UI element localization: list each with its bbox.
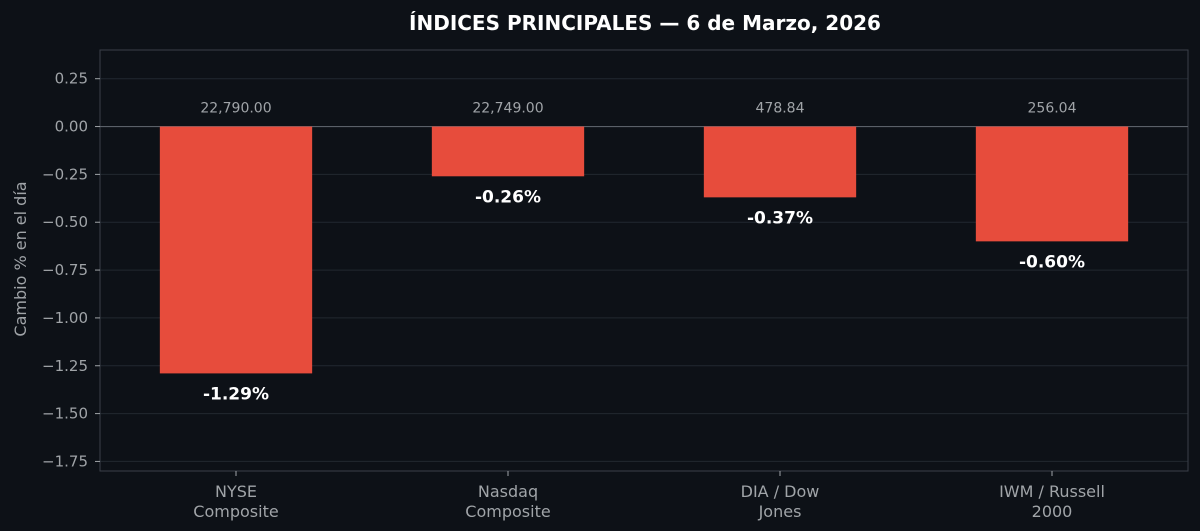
- label-layer: -1.29% 22,790.00 -0.26% 22,749.00 -0.37% 478.…: [200, 100, 1085, 404]
- bar-layer: [159, 126, 1129, 374]
- plot-frame: [99, 49, 1189, 472]
- value-label: -0.60%: [1019, 252, 1085, 272]
- y-tick-label: −1.25: [42, 357, 88, 375]
- bar: [431, 126, 585, 177]
- value-label: -0.37%: [747, 208, 813, 228]
- price-label: 22,749.00: [472, 100, 543, 116]
- y-tick-label: −0.75: [42, 261, 88, 279]
- bar: [159, 126, 313, 374]
- x-tick-label: Composite: [193, 502, 278, 521]
- y-tick-label: −1.50: [42, 405, 88, 423]
- value-label: -1.29%: [203, 384, 269, 404]
- x-tick-label: 2000: [1032, 502, 1073, 521]
- x-tick-label: Jones: [758, 502, 802, 521]
- y-tick-label: 0.25: [55, 70, 88, 88]
- bar: [975, 126, 1129, 242]
- x-tick-label: IWM / Russell: [999, 482, 1105, 501]
- y-tick-label: −0.50: [42, 213, 88, 231]
- axis-layer: 0.25 0.00 −0.25 −0.50 −0.75 −1.00 −1.25 −1.50 −1…: [42, 49, 1189, 521]
- y-axis-label: Cambio % en el día: [11, 181, 30, 336]
- y-tick-label: −0.25: [42, 165, 88, 183]
- y-tick-label: −1.75: [42, 452, 88, 470]
- price-label: 478.84: [756, 100, 805, 116]
- y-tick-label: −1.00: [42, 309, 88, 327]
- x-tick-label: Composite: [465, 502, 550, 521]
- y-tick-label: 0.00: [55, 118, 88, 136]
- x-tick-label: Nasdaq: [478, 482, 538, 501]
- bar: [703, 126, 857, 198]
- x-tick-label: NYSE: [215, 482, 257, 501]
- price-label: 256.04: [1028, 100, 1077, 116]
- x-tick-label: DIA / Dow: [741, 482, 820, 501]
- value-label: -0.26%: [475, 187, 541, 207]
- price-label: 22,790.00: [200, 100, 271, 116]
- chart-title: ÍNDICES PRINCIPALES — 6 de Marzo, 2026: [409, 11, 881, 35]
